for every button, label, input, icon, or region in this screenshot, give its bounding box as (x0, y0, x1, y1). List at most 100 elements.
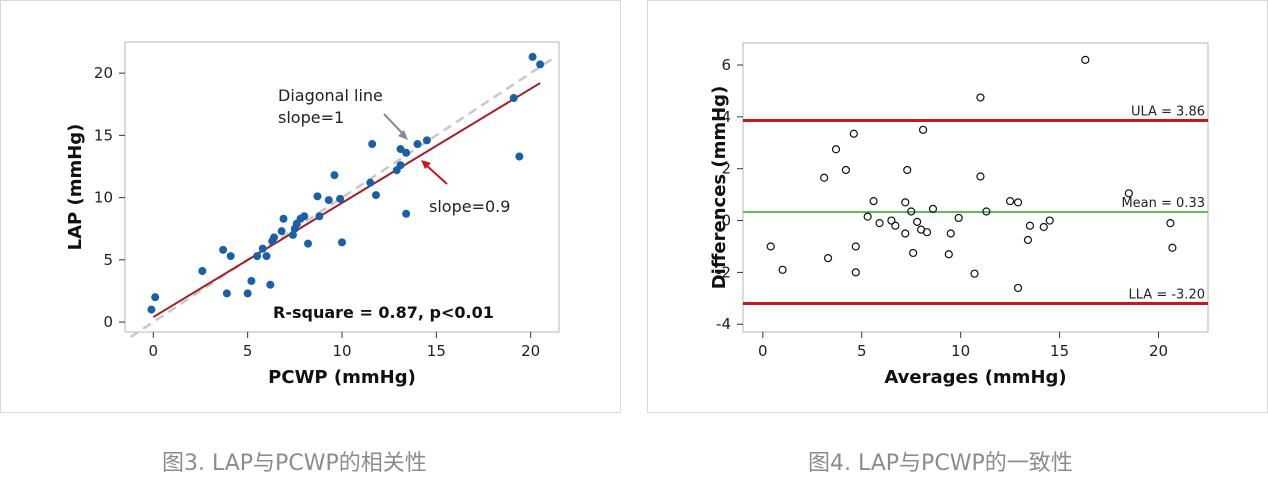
slope-arrow (425, 164, 448, 185)
data-point (913, 217, 922, 226)
data-point (315, 212, 324, 221)
data-point (253, 252, 262, 261)
x-tick-label: 5 (243, 342, 253, 360)
data-point (928, 204, 938, 213)
reference-line-label-1: Mean = 0.33 (1121, 196, 1205, 211)
data-point (901, 229, 910, 238)
data-point (820, 173, 829, 182)
data-point (907, 207, 916, 216)
data-point (147, 305, 156, 314)
x-tick-label: 20 (1149, 342, 1168, 360)
y-axis-label: Differences (mmHg) (709, 86, 730, 290)
data-point (1025, 221, 1035, 230)
y-axis-label: LAP (mmHg) (65, 124, 86, 251)
regression-line (152, 82, 541, 318)
bland-altman-chart: 0 5 10 15 20 -4 -2 0 2 4 6 Averages (mmHg) Differenc… (709, 42, 1209, 388)
data-point (222, 289, 231, 298)
data-point (863, 212, 872, 221)
y-tick-label: 4 (721, 108, 731, 126)
data-point (976, 93, 985, 102)
data-point (954, 213, 963, 223)
plot-frame (742, 42, 1209, 333)
reference-line-label-2: LLA = -3.20 (1129, 287, 1205, 302)
data-point (778, 265, 787, 274)
y-tick-label: 5 (103, 251, 113, 269)
y-tick-label: 2 (721, 160, 731, 178)
data-point (1166, 219, 1175, 228)
data-point (279, 214, 288, 223)
data-point (903, 165, 912, 175)
data-point (922, 228, 932, 237)
data-point (976, 172, 985, 181)
data-point (887, 216, 896, 225)
data-point (338, 238, 346, 247)
data-point (396, 145, 405, 154)
data-point (324, 196, 333, 205)
data-point (198, 267, 207, 276)
diagonal-arrowhead (398, 130, 408, 140)
data-point (402, 148, 411, 157)
x-tick-label: 20 (521, 342, 540, 360)
diagonal-arrow (383, 113, 405, 136)
data-point (1006, 197, 1015, 206)
x-tick-label: 10 (332, 342, 351, 360)
data-point (1013, 283, 1023, 293)
data-point (288, 230, 297, 239)
data-point (366, 178, 375, 187)
data-point (509, 94, 518, 103)
data-point (258, 244, 267, 253)
data-point (875, 219, 884, 228)
data-point (891, 221, 900, 230)
y-tick-label: -4 (716, 315, 731, 333)
correlation-panel: 0 5 10 15 20 0 5 10 15 20 PCWP (mmHg) LAP (mmHg) Dia… (0, 0, 621, 413)
data-point (396, 161, 405, 170)
r-square-annotation: R-square = 0.87, p<0.01 (273, 303, 494, 322)
slope-arrowhead (421, 160, 431, 169)
data-point (368, 140, 377, 149)
data-point (1124, 189, 1133, 198)
data-point (413, 140, 422, 149)
data-point (243, 289, 252, 298)
data-point (841, 165, 850, 175)
reference-line-label-0: ULA = 3.86 (1131, 104, 1205, 119)
data-point (831, 145, 841, 154)
data-point (515, 152, 524, 161)
data-point (402, 209, 411, 218)
figure3-caption: 图3. LAP与PCWP的相关性 (162, 451, 427, 476)
data-point (1045, 216, 1054, 225)
x-tick-label: 10 (951, 342, 970, 360)
data-point (304, 239, 313, 248)
data-point (300, 212, 309, 221)
data-point (528, 52, 537, 61)
y-tick-label: 0 (103, 313, 113, 331)
diagonal-line (129, 57, 555, 339)
diagonal-annotation-line1: Diagonal line (278, 86, 383, 105)
data-point (944, 250, 953, 259)
data-point (422, 136, 431, 145)
data-point (313, 192, 322, 201)
data-point (247, 276, 256, 285)
data-point (262, 252, 271, 261)
data-point (851, 242, 860, 251)
diagonal-annotation-line2: slope=1 (278, 108, 344, 127)
x-tick-label: 0 (758, 342, 768, 360)
y-tick-label: 10 (94, 189, 113, 207)
slope-annotation: slope=0.9 (429, 197, 510, 216)
x-tick-label: 15 (427, 342, 446, 360)
data-point (918, 125, 928, 134)
data-point (849, 129, 858, 138)
data-point (851, 268, 860, 277)
y-tick-label: -2 (716, 263, 731, 281)
data-point (970, 269, 979, 278)
data-point (869, 197, 878, 206)
figure4-caption: 图4. LAP与PCWP的一致性 (808, 451, 1073, 476)
data-point (151, 293, 160, 302)
y-tick-label: 6 (721, 56, 731, 74)
data-point (982, 207, 991, 216)
data-point (336, 194, 345, 203)
data-point (909, 248, 918, 258)
x-tick-label: 5 (857, 342, 867, 360)
data-point (946, 229, 955, 238)
agreement-panel: 0 5 10 15 20 -4 -2 0 2 4 6 Averages (mmHg) Differenc… (647, 0, 1268, 413)
data-point (277, 227, 286, 236)
